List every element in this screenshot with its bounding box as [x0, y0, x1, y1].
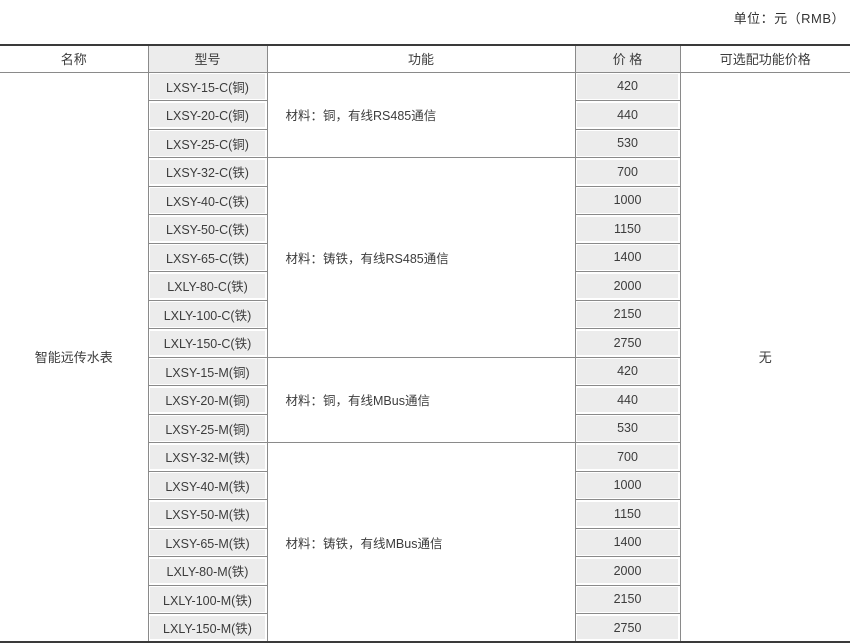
table-row: LXLY-150-M(铁) 2750 — [0, 613, 850, 643]
function-cell: 材料：铸铁，有线RS485通信 — [266, 157, 576, 358]
table-row: LXSY-32-M(铁) 材料：铸铁，有线MBus通信 700 — [0, 442, 850, 643]
header-optional: 可选配功能价格 — [679, 44, 850, 73]
price-cell: 700 — [574, 157, 681, 187]
price-cell: 700 — [574, 442, 681, 472]
model-cell: LXSY-40-C(铁) — [147, 185, 268, 215]
table-row: LXSY-25-M(铜) 530 — [0, 413, 850, 443]
table-row: LXSY-15-M(铜) 材料：铜，有线MBus通信 420 — [0, 356, 850, 443]
price-cell: 1000 — [574, 470, 681, 500]
model-cell: LXSY-15-M(铜) — [147, 356, 268, 386]
header-row: 名称 型号 功能 价 格 可选配功能价格 — [0, 44, 850, 73]
header-name: 名称 — [0, 44, 149, 73]
table-row: LXSY-65-C(铁) 1400 — [0, 242, 850, 272]
model-cell: LXLY-80-M(铁) — [147, 556, 268, 586]
table-row: LXLY-80-C(铁) 2000 — [0, 271, 850, 301]
table-row: LXSY-25-C(铜) 530 — [0, 128, 850, 158]
model-cell: LXSY-50-C(铁) — [147, 214, 268, 244]
model-cell: LXLY-100-C(铁) — [147, 299, 268, 329]
unit-label: 单位：元（RMB） — [733, 11, 845, 26]
table-row: LXLY-100-C(铁) 2150 — [0, 299, 850, 329]
model-cell: LXSY-15-C(铜) — [147, 71, 268, 101]
header-model: 型号 — [147, 44, 268, 73]
price-cell: 440 — [574, 385, 681, 415]
model-cell: LXSY-50-M(铁) — [147, 499, 268, 529]
table-row: LXLY-80-M(铁) 2000 — [0, 556, 850, 586]
table-row: 智能远传水表 LXSY-15-C(铜) 材料：铜，有线RS485通信 420 无 — [0, 71, 850, 643]
product-name-cell: 智能远传水表 — [0, 71, 149, 643]
table-row: LXLY-100-M(铁) 2150 — [0, 584, 850, 614]
price-cell: 420 — [574, 356, 681, 386]
price-cell: 530 — [574, 128, 681, 158]
price-cell: 2000 — [574, 271, 681, 301]
table-row: LXSY-20-M(铜) 440 — [0, 385, 850, 415]
model-cell: LXSY-25-C(铜) — [147, 128, 268, 158]
price-cell: 1400 — [574, 527, 681, 557]
model-cell: LXSY-20-M(铜) — [147, 385, 268, 415]
price-cell: 2150 — [574, 299, 681, 329]
price-cell: 1150 — [574, 499, 681, 529]
table-row: LXSY-65-M(铁) 1400 — [0, 527, 850, 557]
price-cell: 1000 — [574, 185, 681, 215]
price-cell: 2750 — [574, 328, 681, 358]
table-row: LXSY-50-C(铁) 1150 — [0, 214, 850, 244]
header-function: 功能 — [266, 44, 576, 73]
function-cell: 材料：铜，有线MBus通信 — [266, 356, 576, 443]
table-row: LXSY-40-M(铁) 1000 — [0, 470, 850, 500]
model-cell: LXSY-32-M(铁) — [147, 442, 268, 472]
model-cell: LXSY-25-M(铜) — [147, 413, 268, 443]
table-row: LXSY-32-C(铁) 材料：铸铁，有线RS485通信 700 — [0, 157, 850, 358]
model-cell: LXLY-100-M(铁) — [147, 584, 268, 614]
model-cell: LXLY-80-C(铁) — [147, 271, 268, 301]
model-cell: LXSY-65-C(铁) — [147, 242, 268, 272]
model-cell: LXLY-150-C(铁) — [147, 328, 268, 358]
price-cell: 1150 — [574, 214, 681, 244]
function-cell: 材料：铸铁，有线MBus通信 — [266, 442, 576, 643]
model-cell: LXSY-32-C(铁) — [147, 157, 268, 187]
price-table: 名称 型号 功能 价 格 可选配功能价格 智能远传水表 LXSY-15-C(铜)… — [0, 44, 850, 643]
table-row: LXSY-20-C(铜) 440 — [0, 100, 850, 130]
price-cell: 420 — [574, 71, 681, 101]
header-price: 价 格 — [574, 44, 681, 73]
model-cell: LXLY-150-M(铁) — [147, 613, 268, 643]
price-cell: 1400 — [574, 242, 681, 272]
model-cell: LXSY-65-M(铁) — [147, 527, 268, 557]
table-row: LXSY-40-C(铁) 1000 — [0, 185, 850, 215]
function-cell: 材料：铜，有线RS485通信 — [266, 71, 576, 158]
price-cell: 2750 — [574, 613, 681, 643]
model-cell: LXSY-40-M(铁) — [147, 470, 268, 500]
price-cell: 2150 — [574, 584, 681, 614]
model-cell: LXSY-20-C(铜) — [147, 100, 268, 130]
price-cell: 2000 — [574, 556, 681, 586]
optional-price-cell: 无 — [679, 71, 850, 643]
table-row: LXSY-50-M(铁) 1150 — [0, 499, 850, 529]
price-cell: 440 — [574, 100, 681, 130]
table-row: LXLY-150-C(铁) 2750 — [0, 328, 850, 358]
price-cell: 530 — [574, 413, 681, 443]
